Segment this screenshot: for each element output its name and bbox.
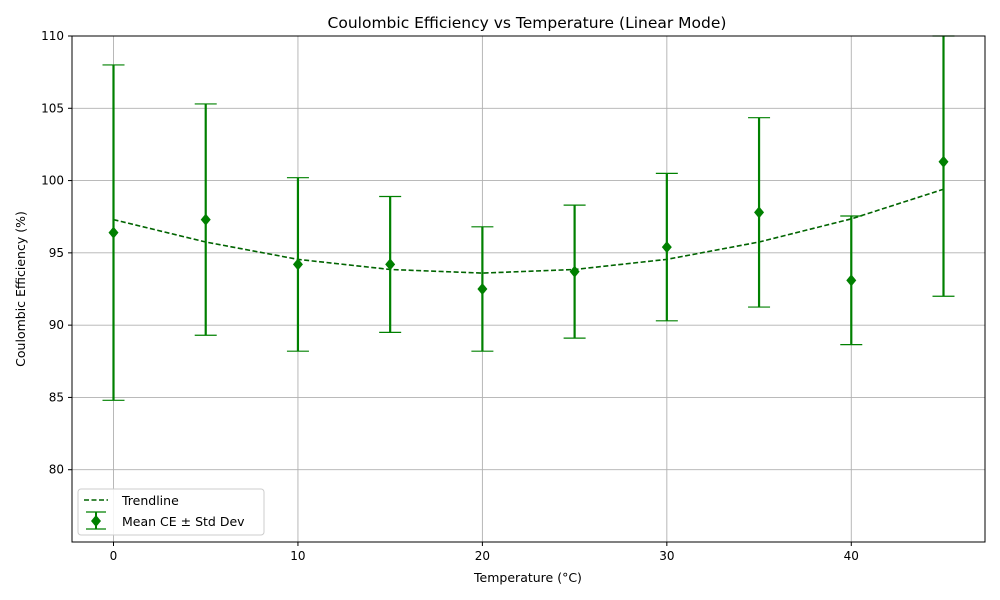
x-tick-label: 20 [475,549,490,563]
plot-area-frame [71,35,986,543]
trendline-series [113,188,944,274]
errorbar-point [194,103,217,336]
diamond-marker [200,213,211,226]
legend-box [77,488,265,536]
errorbar-point [748,117,771,308]
y-tick-label: 100 [41,174,64,188]
errorbar-point [286,177,309,352]
errorbar-point [932,35,955,297]
diamond-marker [108,226,119,239]
y-tick-label: 105 [41,101,64,115]
x-tick-label: 0 [110,549,118,563]
errorbar-point [379,195,402,333]
diamond-marker [385,258,396,271]
chart-title: Coulombic Efficiency vs Temperature (Lin… [328,14,727,32]
y-tick-label: 90 [49,318,64,332]
errorbar-point [471,226,494,352]
x-tick-label: 10 [290,549,305,563]
x-tick-label: 40 [844,549,859,563]
legend-errorbar-label: Mean CE ± Std Dev [122,514,245,529]
diamond-marker [292,258,303,271]
errorbar-point [655,172,678,322]
y-tick-label: 95 [49,246,64,260]
y-axis-ticks: 80 85 90 95 100 105 110 [41,29,72,477]
y-tick-label: 110 [41,29,64,43]
y-tick-label: 80 [49,463,64,477]
diamond-marker [569,265,580,278]
y-tick-label: 85 [49,390,64,404]
diamond-marker [938,155,949,168]
x-axis-label: Temperature (°C) [473,570,582,585]
x-tick-label: 30 [659,549,674,563]
legend: Trendline Mean CE ± Std Dev [77,488,265,536]
legend-errorbar-swatch [86,511,106,530]
y-axis-label: Coulombic Efficiency (%) [13,211,28,367]
errorbar-series [102,35,955,401]
diamond-marker [846,274,857,287]
errorbar-point [563,204,586,339]
diamond-marker [661,241,672,254]
diamond-marker [754,206,765,219]
diamond-marker [477,283,488,295]
errorbar-point [102,64,125,401]
legend-trendline-label: Trendline [121,493,179,508]
x-axis-ticks: 0 10 20 30 40 [110,542,859,563]
trendline [113,188,944,274]
errorbar-point [840,215,863,346]
